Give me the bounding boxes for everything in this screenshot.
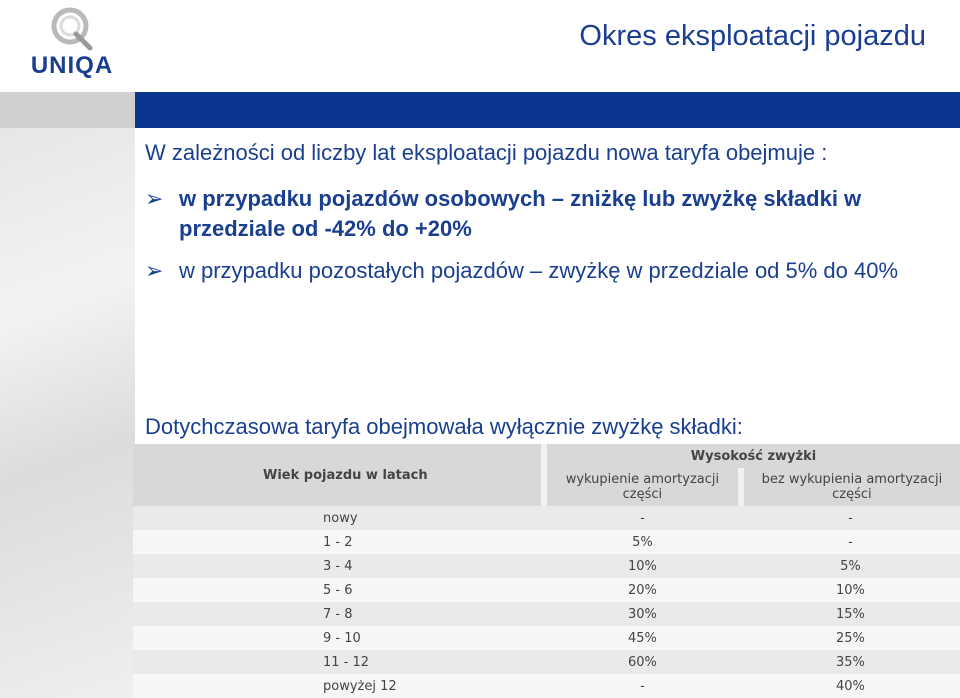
logo-text: UNIQA <box>30 52 114 79</box>
cell-with: 20% <box>544 578 741 602</box>
bullet-item: ➢ w przypadku pozostałych pojazdów – zwy… <box>145 256 935 286</box>
decorative-background <box>0 92 135 698</box>
cell-without: 10% <box>740 578 960 602</box>
cell-without: 5% <box>740 554 960 578</box>
surcharge-table: Wiek pojazdu w latach Wysokość zwyżki wy… <box>133 444 960 698</box>
cell-with: 45% <box>544 626 741 650</box>
bullet-text: w przypadku pozostałych pojazdów – zwyżk… <box>179 258 899 283</box>
cell-without: 25% <box>740 626 960 650</box>
slide-body: W zależności od liczby lat eksploatacji … <box>145 138 935 286</box>
cell-age: 11 - 12 <box>133 650 544 674</box>
cell-with: - <box>544 674 741 698</box>
cell-with: 5% <box>544 530 741 554</box>
table-row: nowy - - <box>133 506 960 530</box>
cell-age: 3 - 4 <box>133 554 544 578</box>
cell-with: - <box>544 506 741 530</box>
header: UNIQA Okres eksploatacji pojazdu <box>0 0 960 92</box>
outro-text: Dotychczasowa taryfa obejmowała wyłączni… <box>145 414 743 439</box>
cell-with: 10% <box>544 554 741 578</box>
cell-age: 7 - 8 <box>133 602 544 626</box>
table-row: 9 - 10 45% 25% <box>133 626 960 650</box>
cell-without: 40% <box>740 674 960 698</box>
uniqa-logo: UNIQA <box>22 4 122 84</box>
table-row: 7 - 8 30% 15% <box>133 602 960 626</box>
cell-without: 35% <box>740 650 960 674</box>
table-row: 3 - 4 10% 5% <box>133 554 960 578</box>
title-band <box>135 92 960 128</box>
cell-age: 5 - 6 <box>133 578 544 602</box>
cell-without: 15% <box>740 602 960 626</box>
cell-age: nowy <box>133 506 544 530</box>
intro-text: W zależności od liczby lat eksploatacji … <box>145 140 828 165</box>
logo-q-icon <box>51 7 93 51</box>
arrow-bullet-icon: ➢ <box>145 186 164 211</box>
arrow-bullet-icon: ➢ <box>145 258 164 283</box>
table-row: powyżej 12 - 40% <box>133 674 960 698</box>
table-row: 5 - 6 20% 10% <box>133 578 960 602</box>
column-header-with-amortization: wykupienie amortyzacji części <box>541 468 741 506</box>
bullet-item: ➢ w przypadku pojazdów osobowych – zniżk… <box>145 184 935 244</box>
column-header-age: Wiek pojazdu w latach <box>133 444 544 506</box>
table-row: 11 - 12 60% 35% <box>133 650 960 674</box>
table-row: 1 - 2 5% - <box>133 530 960 554</box>
cell-with: 30% <box>544 602 741 626</box>
column-group-header: Wysokość zwyżki <box>541 444 960 468</box>
bullet-text: w przypadku pojazdów osobowych – zniżkę … <box>179 186 862 241</box>
cell-with: 60% <box>544 650 741 674</box>
cell-age: powyżej 12 <box>133 674 544 698</box>
cell-without: - <box>740 506 960 530</box>
column-header-without-amortization: bez wykupienia amortyzacji części <box>737 468 960 506</box>
slide-title: Okres eksploatacji pojazdu <box>579 20 926 52</box>
cell-age: 9 - 10 <box>133 626 544 650</box>
cell-age: 1 - 2 <box>133 530 544 554</box>
cell-without: - <box>740 530 960 554</box>
